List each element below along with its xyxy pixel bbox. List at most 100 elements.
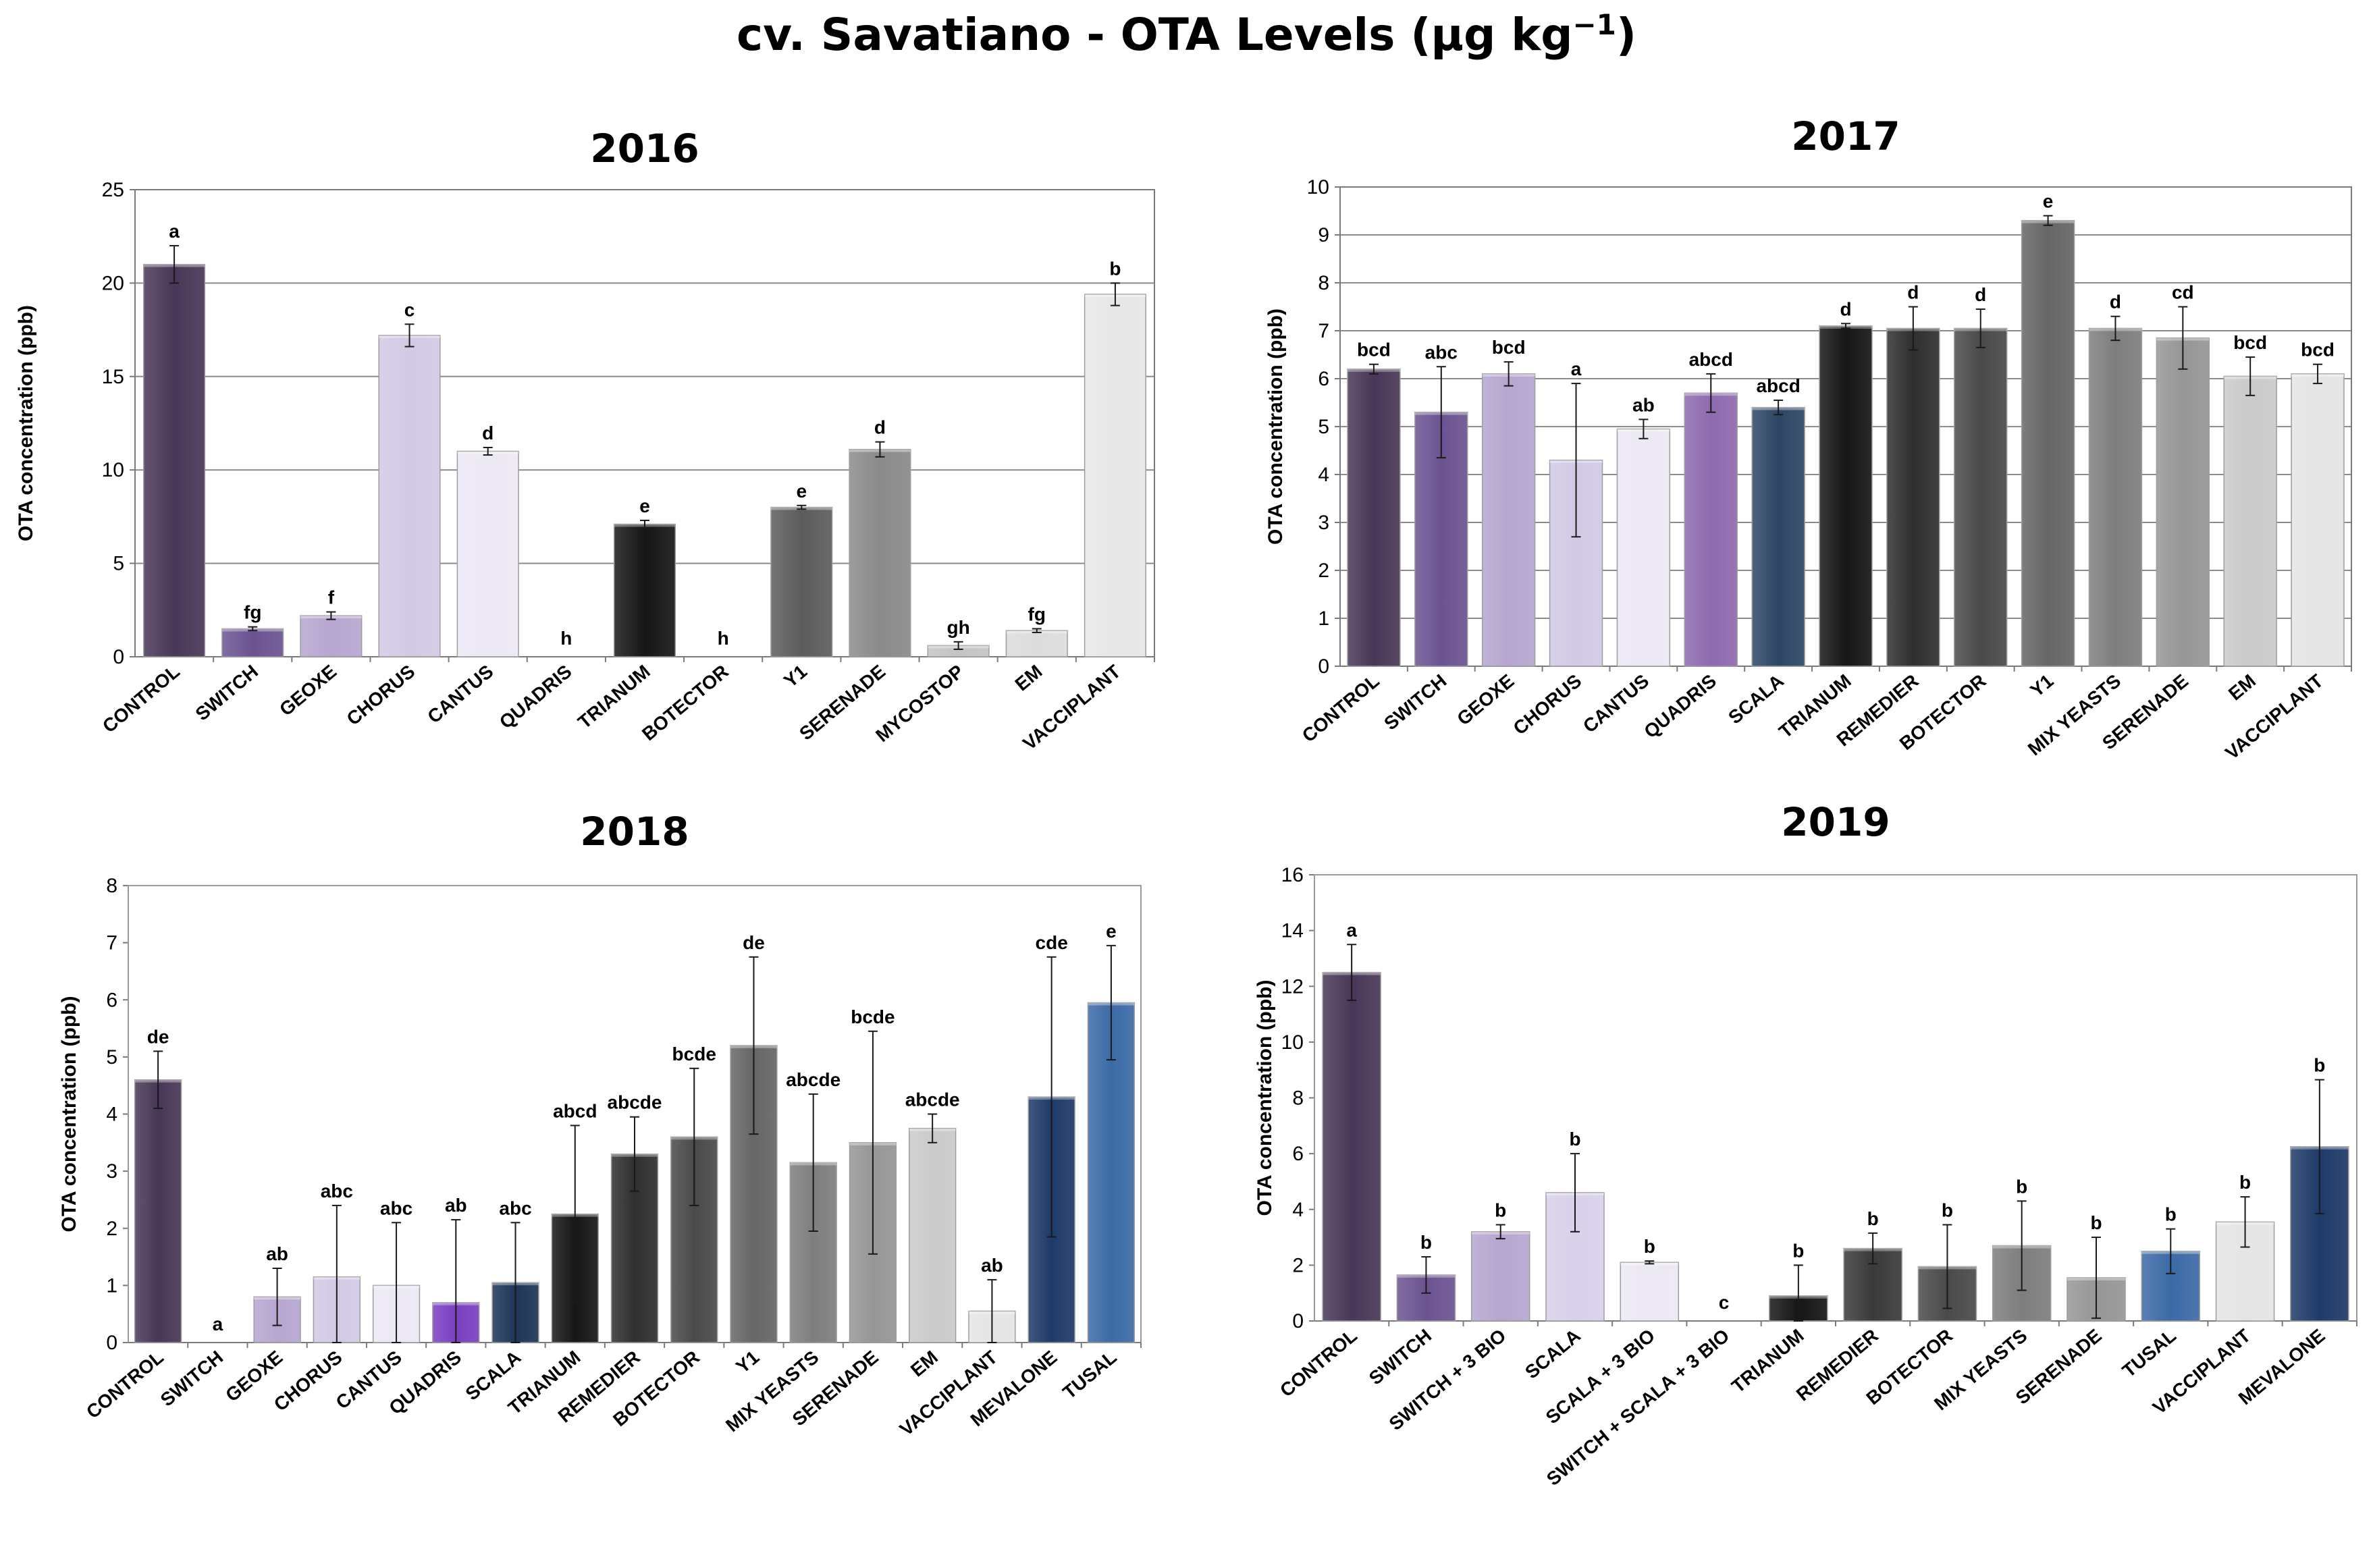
significance-letter: ab bbox=[1632, 394, 1655, 415]
significance-letter: abcde bbox=[608, 1092, 662, 1113]
y-tick-label: 2 bbox=[1292, 1254, 1304, 1276]
bar-geoxe bbox=[1481, 373, 1536, 667]
y-tick-label: 25 bbox=[102, 179, 124, 201]
bar-em bbox=[909, 1127, 957, 1343]
category-label: SWITCH bbox=[192, 661, 263, 725]
y-tick-label: 4 bbox=[1318, 464, 1329, 486]
significance-letter: bcde bbox=[672, 1044, 716, 1064]
category-label: CONTROL bbox=[99, 661, 184, 737]
significance-letter: ab bbox=[266, 1243, 288, 1264]
y-tick-label: 8 bbox=[1318, 272, 1329, 294]
significance-letter: b bbox=[2090, 1212, 2102, 1233]
y-tick-label: 0 bbox=[113, 646, 124, 668]
bar-control bbox=[134, 1079, 182, 1343]
y-tick-label: 6 bbox=[1292, 1143, 1304, 1165]
significance-letter: e bbox=[797, 481, 807, 502]
y-tick-label: 4 bbox=[106, 1104, 117, 1126]
y-tick-label: 7 bbox=[1318, 320, 1329, 342]
significance-letter: abcd bbox=[1689, 349, 1733, 370]
y-tick-label: 16 bbox=[1281, 864, 1304, 886]
bar-switch bbox=[221, 628, 284, 657]
significance-letter: bcde bbox=[851, 1006, 895, 1027]
category-label: SCALA bbox=[1724, 670, 1788, 728]
bar-y1 bbox=[770, 506, 833, 657]
plot-frame bbox=[1314, 874, 2357, 1322]
bar-vacciplant bbox=[1084, 294, 1146, 657]
significance-letter: e bbox=[1106, 921, 1117, 942]
bar-y1 bbox=[2021, 219, 2075, 667]
category-label: Y1 bbox=[2026, 670, 2057, 701]
y-tick-label: 4 bbox=[1292, 1199, 1304, 1221]
significance-letter: d bbox=[1840, 298, 1851, 319]
bar-em bbox=[2223, 375, 2277, 667]
significance-letter: b bbox=[2016, 1176, 2027, 1197]
significance-letter: d bbox=[482, 423, 494, 443]
chart-title: 2019 bbox=[1781, 799, 1890, 845]
category-label: TUSAL bbox=[1059, 1347, 1120, 1403]
significance-letter: abcde bbox=[786, 1069, 841, 1090]
category-label: EM bbox=[907, 1347, 942, 1381]
category-label: CANTUS bbox=[423, 661, 497, 728]
significance-letter: h bbox=[560, 628, 572, 649]
bar-trianum bbox=[613, 523, 676, 657]
significance-letter: abc bbox=[321, 1181, 353, 1201]
category-label: SWITCH bbox=[1380, 670, 1451, 734]
significance-letter: de bbox=[147, 1026, 169, 1047]
chart-panel-2016: 2016 OTA concentration (ppb) 0 5 10 15 20 25 a CO… bbox=[0, 108, 1186, 783]
y-tick-label: 3 bbox=[106, 1160, 117, 1183]
bar-botector bbox=[1954, 327, 2008, 667]
category-label: CONTROL bbox=[1298, 670, 1383, 747]
bar-cantus bbox=[456, 450, 519, 657]
y-tick-label: 15 bbox=[102, 366, 124, 388]
significance-letter: abc bbox=[380, 1197, 412, 1218]
bar-chorus bbox=[378, 335, 441, 657]
significance-letter: bcd bbox=[1492, 337, 1526, 358]
significance-letter: b bbox=[2165, 1204, 2177, 1225]
chart-2016: 2016 OTA concentration (ppb) 0 5 10 15 20 25 a CO… bbox=[15, 126, 1155, 754]
figure-title-exponent: −1 bbox=[1572, 8, 1616, 41]
figure-title-text: cv. Savatiano - OTA Levels (µg kg bbox=[736, 9, 1573, 61]
significance-letter: b bbox=[1792, 1240, 1804, 1261]
chart-title: 2017 bbox=[1791, 113, 1900, 159]
category-label: GEOXE bbox=[1453, 670, 1518, 730]
category-label: CONTROL bbox=[82, 1347, 167, 1423]
bar-control bbox=[1322, 971, 1381, 1322]
y-tick-label: 5 bbox=[1318, 416, 1329, 438]
bar-trianum bbox=[1819, 325, 1873, 667]
y-tick-label: 6 bbox=[1318, 368, 1329, 390]
bar-vacciplant bbox=[2291, 373, 2345, 667]
bar-switch-3-bio bbox=[1470, 1231, 1530, 1322]
chart-2018: 2018 OTA concentration (ppb) 0 1 2 3 4 5 6 7 8 de CO… bbox=[58, 809, 1142, 1440]
y-tick-label: 2 bbox=[1318, 560, 1329, 582]
significance-letter: f bbox=[328, 587, 335, 608]
significance-letter: a bbox=[169, 221, 180, 242]
bar-mix-yeasts bbox=[2088, 327, 2143, 667]
y-tick-label: 8 bbox=[1292, 1087, 1304, 1110]
significance-letter: a bbox=[1346, 919, 1357, 940]
bar-em bbox=[1005, 630, 1068, 657]
significance-letter: c bbox=[404, 299, 415, 320]
significance-letter: abc bbox=[499, 1197, 531, 1218]
significance-letter: b bbox=[1420, 1232, 1432, 1253]
chart-panel-2018: 2018 OTA concentration (ppb) 0 1 2 3 4 5 6 7 8 de CO… bbox=[0, 790, 1186, 1568]
y-tick-label: 5 bbox=[113, 553, 124, 575]
significance-letter: bcd bbox=[2233, 332, 2267, 353]
category-label: EM bbox=[1011, 661, 1046, 695]
y-tick-label: 5 bbox=[106, 1046, 117, 1069]
significance-letter: d bbox=[1907, 282, 1919, 303]
significance-letter: b bbox=[2314, 1055, 2325, 1076]
category-label: TUSAL bbox=[2118, 1325, 2180, 1382]
figure-title-close: ) bbox=[1616, 9, 1637, 61]
y-tick-label: 14 bbox=[1281, 920, 1304, 942]
y-tick-label: 0 bbox=[1318, 655, 1329, 678]
y-axis-label: OTA concentration (ppb) bbox=[1254, 980, 1276, 1216]
category-label: GEOXE bbox=[275, 661, 340, 720]
significance-letter: gh bbox=[947, 617, 970, 638]
bar-serenade bbox=[849, 449, 911, 657]
y-tick-label: 0 bbox=[106, 1332, 117, 1354]
chart-title: 2018 bbox=[580, 809, 689, 855]
significance-letter: de bbox=[743, 932, 765, 953]
y-tick-label: 6 bbox=[106, 989, 117, 1011]
category-label: QUADRIS bbox=[1640, 670, 1720, 742]
